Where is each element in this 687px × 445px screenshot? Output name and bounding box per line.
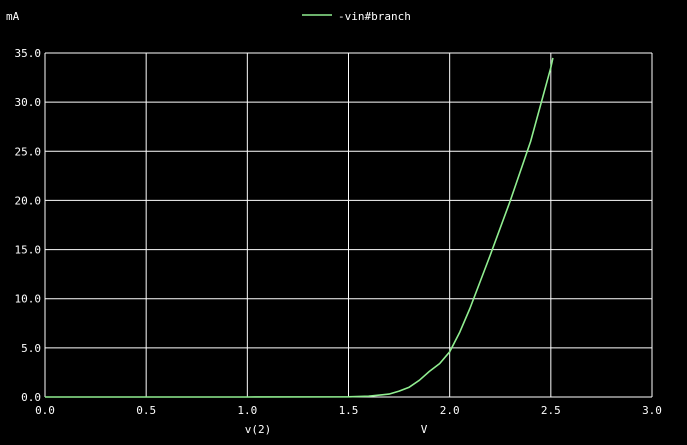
legend-entry: -vin#branch: [338, 10, 411, 23]
grid: [44, 52, 653, 398]
x-tick-label: 0.5: [136, 404, 156, 417]
y-tick-label: 35.0: [15, 47, 42, 60]
y-tick-label: 30.0: [15, 96, 42, 109]
y-unit-label: mA: [6, 10, 20, 23]
series-line: [45, 57, 554, 398]
tick-labels: 0.0 0.5 1.0 1.5 2.0 2.5 3.0 0.0 5.0 10.0 15.0 20.0 2…: [15, 47, 662, 417]
y-tick-label: 0.0: [21, 391, 41, 404]
x-tick-label: 2.0: [440, 404, 460, 417]
legend: -vin#branch: [302, 10, 411, 23]
x-tick-label: 1.0: [237, 404, 257, 417]
y-tick-label: 15.0: [15, 244, 42, 257]
y-tick-label: 10.0: [15, 293, 42, 306]
y-tick-label: 25.0: [15, 145, 42, 158]
y-tick-label: 20.0: [15, 194, 42, 207]
x-unit-label: V: [421, 423, 428, 436]
x-tick-label: 1.5: [339, 404, 359, 417]
x-tick-label: 3.0: [642, 404, 662, 417]
x-tick-label: 0.0: [35, 404, 55, 417]
traces: [45, 57, 554, 398]
x-tick-label: 2.5: [541, 404, 561, 417]
x-axis-label: v(2): [245, 423, 272, 436]
y-tick-label: 5.0: [21, 342, 41, 355]
